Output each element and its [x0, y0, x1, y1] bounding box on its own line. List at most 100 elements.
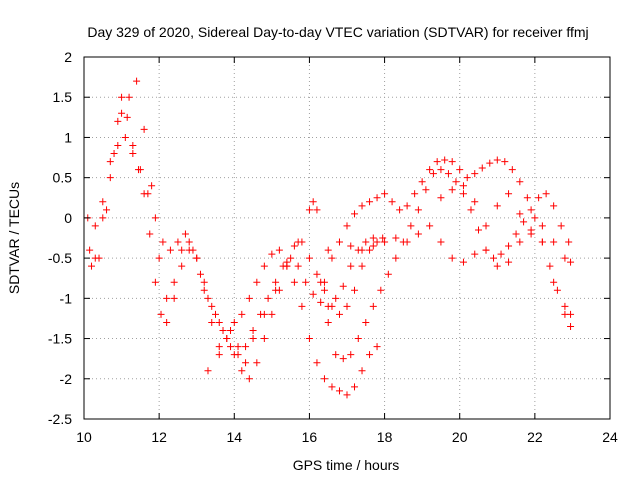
data-point	[309, 198, 317, 206]
data-point	[178, 262, 186, 270]
data-point	[309, 290, 317, 298]
data-point	[358, 262, 366, 270]
data-point	[230, 318, 238, 326]
data-point	[512, 230, 520, 238]
data-point	[260, 335, 268, 343]
data-point	[546, 262, 554, 270]
data-point	[493, 262, 501, 270]
data-point	[373, 194, 381, 202]
data-point	[358, 202, 366, 210]
data-point	[204, 367, 212, 375]
data-point	[212, 310, 219, 318]
data-point	[146, 230, 154, 238]
data-point	[253, 359, 261, 367]
data-point	[283, 262, 291, 270]
data-point	[320, 375, 328, 383]
data-point	[324, 246, 332, 254]
data-point	[508, 166, 516, 174]
data-point	[129, 141, 137, 149]
data-point	[91, 222, 99, 230]
data-point	[140, 125, 148, 133]
data-point	[305, 335, 313, 343]
data-point	[471, 250, 479, 258]
data-point	[264, 294, 272, 302]
data-point	[493, 156, 501, 164]
data-point	[501, 158, 509, 166]
data-point	[290, 242, 298, 250]
data-point	[166, 246, 174, 254]
series	[88, 77, 381, 399]
data-point	[392, 234, 400, 242]
data-point	[437, 238, 445, 246]
data-point	[482, 246, 490, 254]
data-point	[294, 262, 302, 270]
data-point	[181, 230, 189, 238]
data-point	[486, 159, 494, 167]
data-point	[358, 367, 366, 375]
data-point	[403, 202, 411, 210]
data-point	[437, 194, 445, 202]
data-point	[538, 222, 546, 230]
data-point	[155, 254, 163, 262]
data-point	[272, 286, 280, 294]
data-point	[567, 258, 575, 266]
data-point	[351, 383, 359, 391]
data-point	[335, 387, 343, 395]
data-point	[527, 206, 535, 214]
data-point	[157, 310, 165, 318]
data-point	[463, 174, 471, 182]
data-point	[129, 150, 137, 158]
data-point	[136, 166, 144, 174]
x-tick-label: 22	[527, 429, 543, 445]
data-point	[561, 302, 569, 310]
data-point	[414, 206, 422, 214]
data-point	[343, 391, 351, 399]
data-point	[328, 254, 336, 262]
data-point	[388, 198, 396, 206]
data-point	[343, 222, 351, 230]
data-point	[317, 298, 325, 306]
data-point	[527, 226, 535, 234]
data-point	[381, 190, 389, 198]
y-tick-label: 2	[64, 49, 72, 65]
data-point	[204, 294, 212, 302]
data-point	[339, 355, 347, 363]
data-point	[332, 351, 340, 359]
data-point	[459, 182, 467, 190]
data-point	[407, 222, 415, 230]
y-tick-label: 1.5	[53, 89, 73, 105]
data-point	[535, 194, 543, 202]
series	[204, 166, 573, 375]
data-point	[426, 222, 434, 230]
data-point	[411, 190, 419, 198]
data-point	[328, 383, 336, 391]
y-tick-label: -0.5	[48, 250, 72, 266]
data-point	[429, 170, 437, 178]
series	[437, 182, 575, 318]
data-point	[170, 278, 178, 286]
data-point	[114, 141, 122, 149]
y-tick-label: -2	[60, 371, 73, 387]
axis-ticks	[83, 56, 611, 420]
data-point	[369, 242, 377, 250]
data-point	[302, 278, 310, 286]
data-point	[414, 230, 422, 238]
data-point	[362, 238, 370, 246]
data-point	[505, 190, 513, 198]
data-point	[565, 238, 573, 246]
data-point	[437, 166, 445, 174]
data-point	[118, 93, 126, 101]
data-point	[298, 302, 306, 310]
data-point	[114, 117, 122, 125]
data-point	[366, 351, 374, 359]
data-point	[478, 164, 486, 172]
data-point	[516, 210, 524, 218]
data-point	[396, 206, 404, 214]
data-point	[223, 335, 231, 343]
data-point	[99, 198, 107, 206]
data-point	[305, 206, 313, 214]
data-point	[144, 190, 152, 198]
data-point	[351, 210, 359, 218]
data-point	[335, 310, 343, 318]
data-point	[475, 226, 482, 234]
